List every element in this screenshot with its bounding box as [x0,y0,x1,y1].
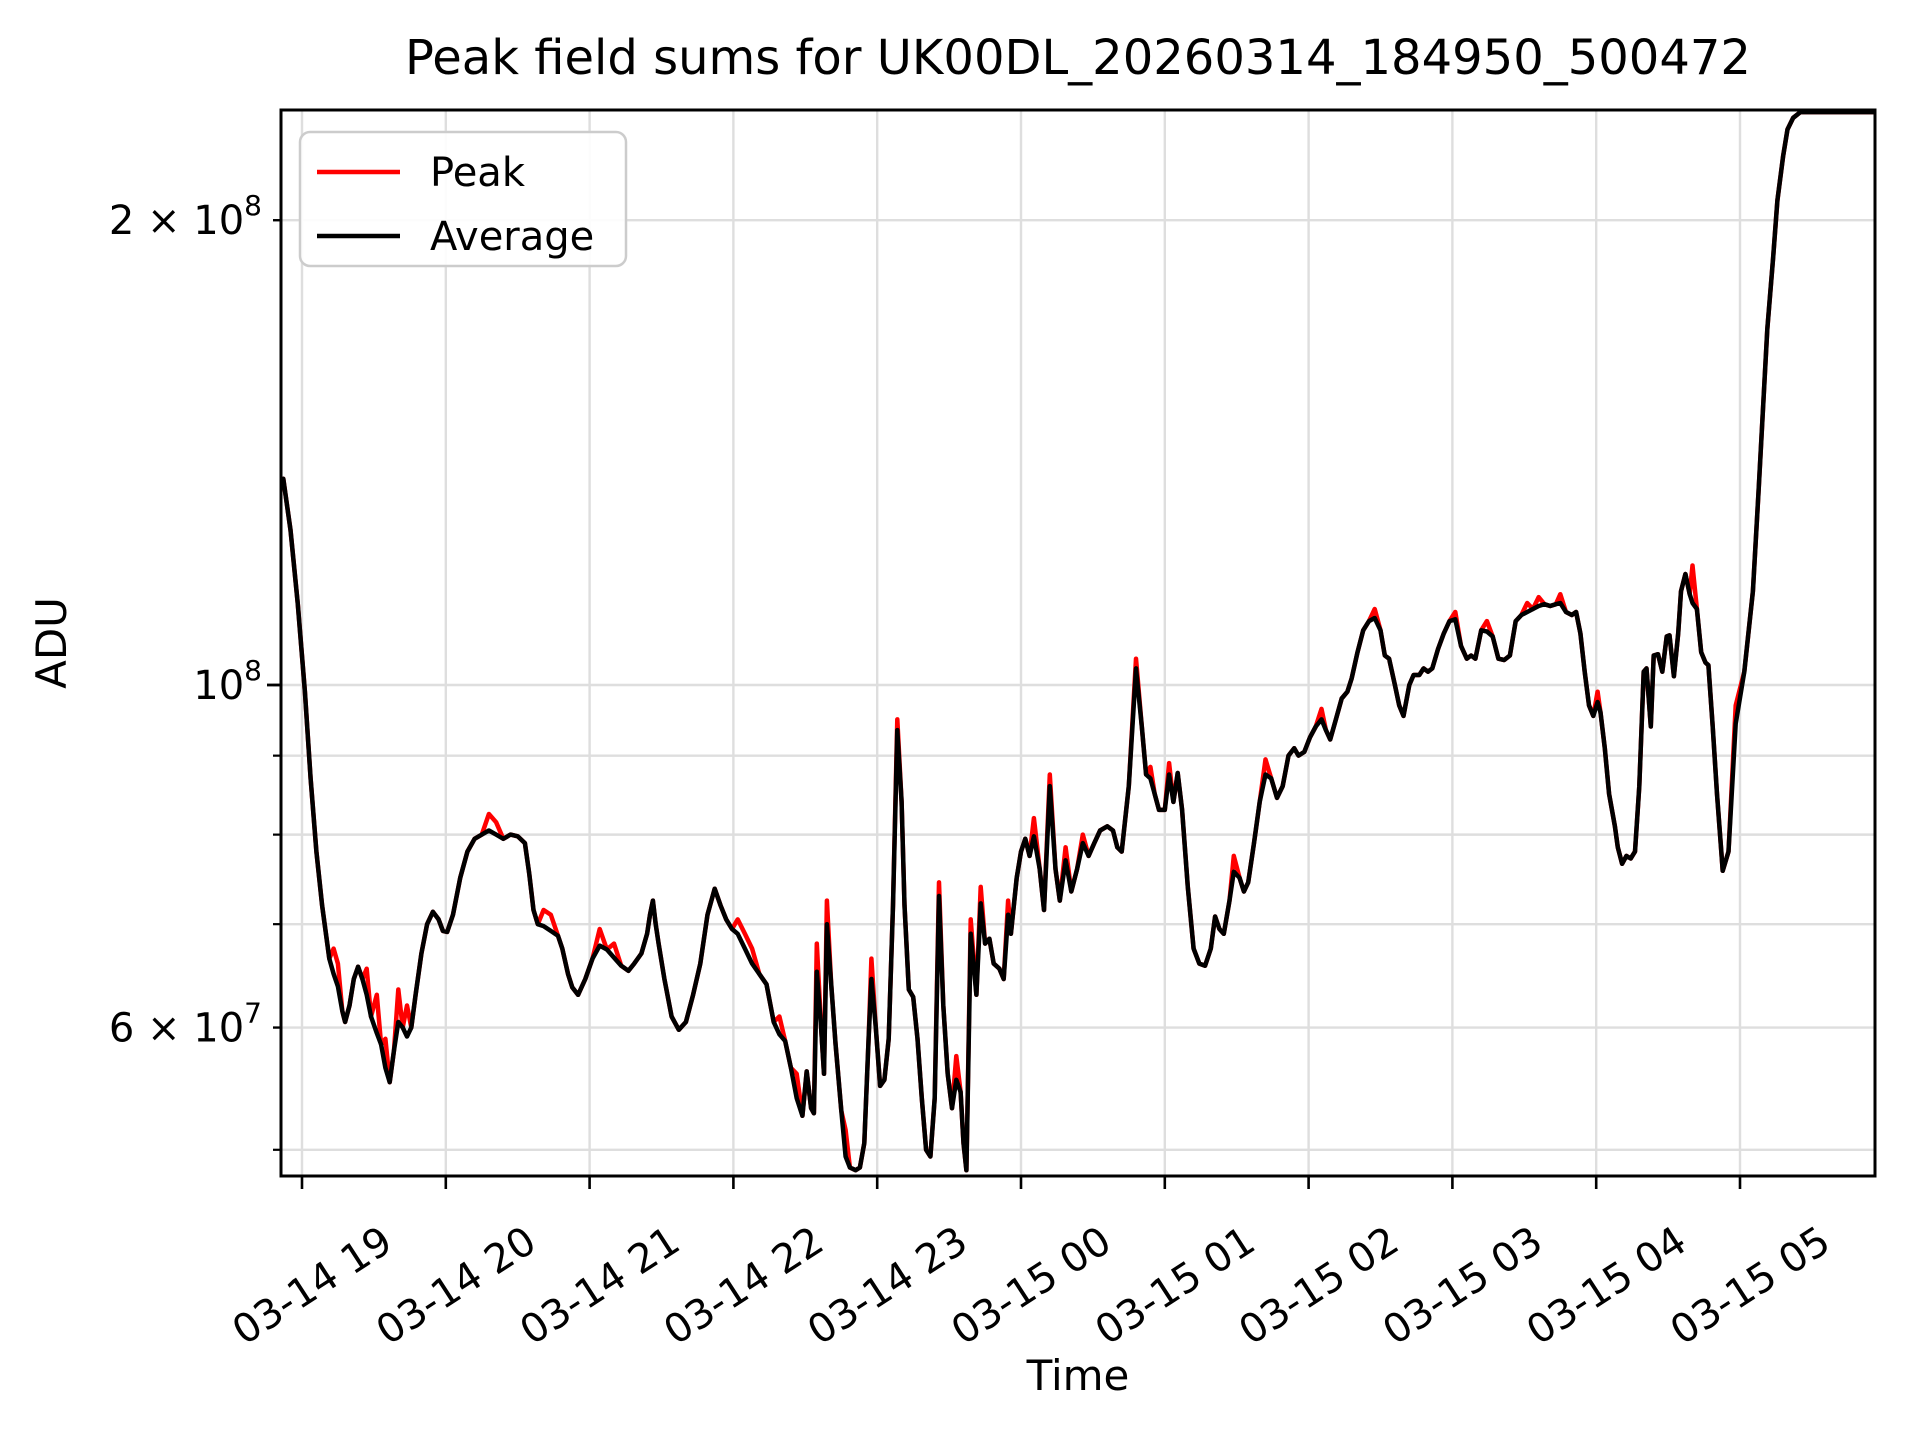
y-tick-label: 108 [193,654,262,709]
grid-group [281,110,1875,1176]
y-tick-label: 6 × 107 [109,997,262,1052]
legend: Peak Average [298,130,628,268]
plot-border [279,108,1877,1178]
average-line [281,110,1875,1173]
x-axis-label: Time [1026,1351,1130,1400]
legend-box [298,130,628,268]
y-axis-group: 2 × 108 108 6 × 107 [109,189,281,1151]
legend-label: Peak [430,150,526,196]
legend-label: Average [430,214,594,260]
y-tick-label: 2 × 108 [109,189,262,244]
chart-title: Peak field sums for UK00DL_20260314_1849… [405,30,1751,86]
y-axis-label: ADU [27,597,76,689]
data-group [281,110,1875,1173]
